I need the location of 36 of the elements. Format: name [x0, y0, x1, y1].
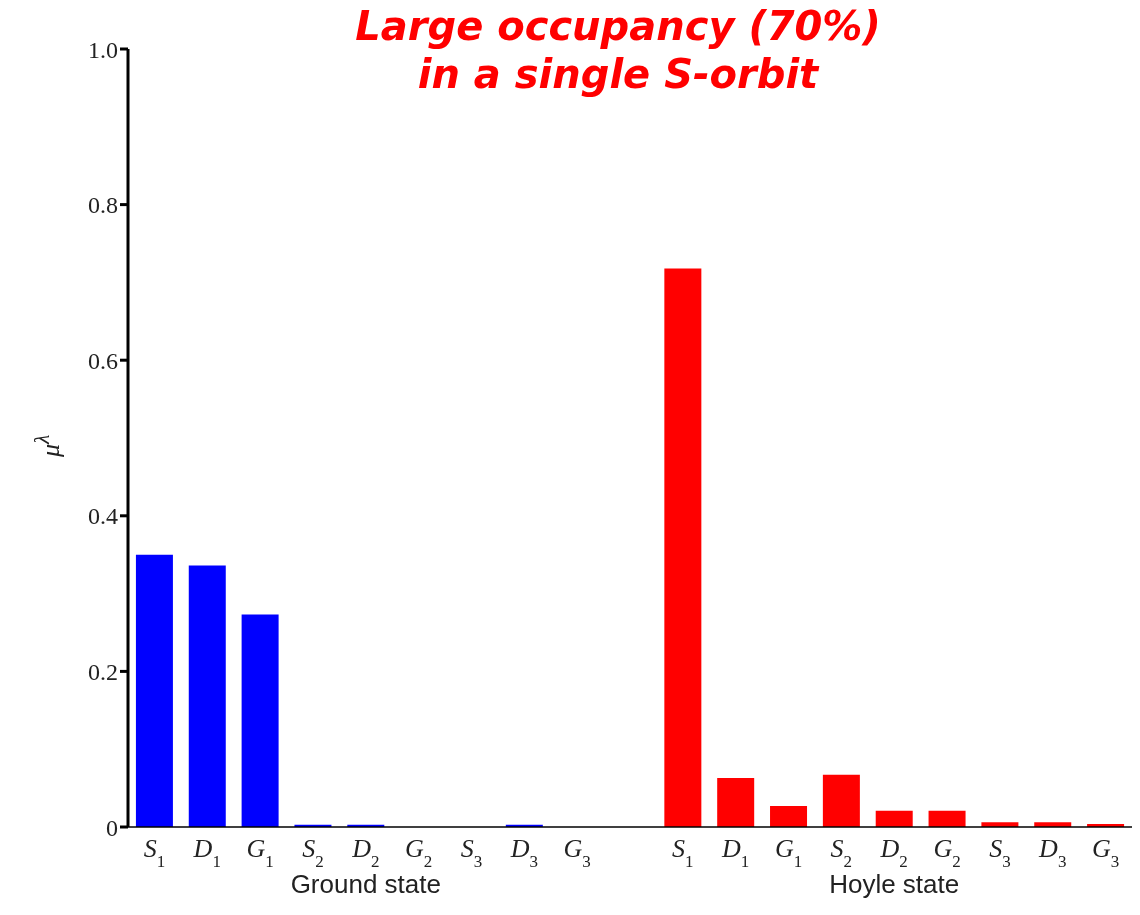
- x-tick-label: G$_{3}$: [1091, 834, 1120, 871]
- bar: [717, 777, 755, 827]
- x-tick-label: S$_{1}$: [672, 834, 694, 871]
- x-tick-label: S$_{2}$: [830, 834, 853, 871]
- bar: [822, 774, 860, 827]
- x-tick-label: S$_{1}$: [143, 834, 166, 871]
- text: Hoyle state: [828, 869, 961, 900]
- y-tick-label: 0.2: [88, 658, 118, 685]
- x-tick-label: G$_{2}$: [404, 834, 433, 871]
- y-tick-label: 1.0: [88, 36, 118, 63]
- x-tick-label: S$_{3}$: [989, 834, 1011, 871]
- y-tick-label: 0: [106, 814, 118, 841]
- x-tick-label: D$_{1}$: [192, 834, 221, 871]
- x-tick-label: D$_{3}$: [1038, 834, 1067, 871]
- text: Ground state: [289, 869, 442, 900]
- x-tick-label: D$_{1}$: [721, 834, 750, 871]
- bar: [875, 810, 913, 827]
- y-tick-label: 0.8: [88, 192, 118, 219]
- bar: [770, 805, 808, 827]
- x-tick-label: G$_{1}$: [774, 834, 803, 871]
- x-tick-label: S$_{3}$: [460, 834, 483, 871]
- x-tick-label: D$_{3}$: [509, 834, 538, 871]
- y-tick-label: 0.6: [88, 347, 118, 374]
- bar: [135, 554, 173, 827]
- x-tick-label: D$_{2}$: [351, 834, 380, 871]
- y-tick-label: 0.4: [88, 503, 118, 530]
- x-tick-label: G$_{3}$: [563, 834, 591, 871]
- x-tick-label: G$_{1}$: [246, 834, 274, 871]
- bar: [928, 810, 966, 827]
- bar: [188, 565, 226, 827]
- bar: [664, 268, 702, 827]
- x-tick-label: D$_{2}$: [879, 834, 908, 871]
- x-tick-label: S$_{2}$: [302, 834, 324, 871]
- x-tick-label: G$_{2}$: [933, 834, 961, 871]
- bar: [241, 614, 279, 827]
- chart-title: Large occupancy (70%) in a single S-orbit: [354, 2, 882, 98]
